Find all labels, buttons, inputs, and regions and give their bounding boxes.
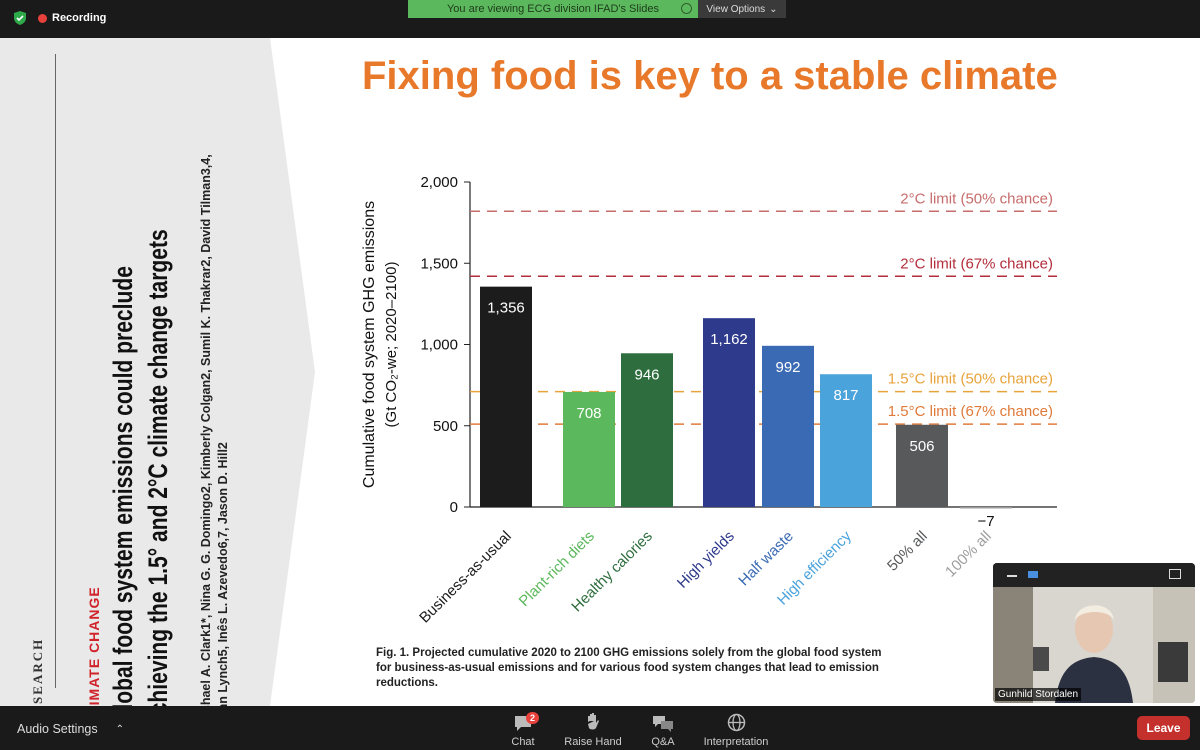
bar-5 [820,374,872,507]
audio-settings-button[interactable]: Audio Settings ⌃ [17,722,124,736]
audio-settings-label: Audio Settings [17,722,98,736]
chat-badge: 2 [526,712,540,724]
y-tick-label: 0 [450,499,458,516]
shared-slide: RESEARCH CLIMATE CHANGE Global food syst… [0,38,1200,706]
bar-2 [621,353,673,507]
bar-value-label: −7 [977,513,994,530]
emissions-bar-chart: 0 500 1,000 1,500 2,000 Cumulative food syste… [361,174,1057,627]
paper-authors-line2: John Lynch5, Inês L. Azevedo6,7, Jason D… [216,442,230,706]
slide-title: Fixing food is key to a stable climate [362,54,1058,98]
figure-caption: Fig. 1. Projected cumulative 2020 to 210… [376,647,882,689]
qa-icon [653,716,673,732]
video-frame [993,587,1195,703]
bar-value-label: 817 [833,387,858,404]
interpretation-button[interactable]: Interpretation [700,710,772,748]
expand-icon[interactable] [1169,569,1181,579]
paper-divider [55,54,56,688]
bar-value-label: 992 [775,359,800,376]
bar-value-label: 1,162 [710,331,748,348]
paper-title-line1: Global food system emissions could precl… [108,266,138,706]
paper-section: RESEARCH [30,637,45,706]
bar-1 [563,391,615,507]
leave-button[interactable]: Leave [1137,716,1190,740]
bar-7 [960,507,1012,509]
banner-status-icon [681,3,692,14]
slide-arrow-shape [265,38,315,706]
view-options-button[interactable]: View Options ⌄ [698,0,786,18]
viewing-banner-text: You are viewing ECG division IFAD's Slid… [446,3,659,15]
chevron-down-icon: ⌄ [769,3,778,15]
viewing-banner: You are viewing ECG division IFAD's Slid… [408,0,698,18]
y-axis-label-units: (Gt CO₂-we; 2020–2100) [383,262,400,428]
y-tick-label: 500 [433,418,458,435]
top-bar: Recording You are viewing ECG division I… [0,0,1200,38]
limit-label: 2°C limit (50% chance) [900,190,1053,207]
paper-title-line2: achieving the 1.5° and 2°C climate chang… [143,229,173,706]
recording-label: Recording [52,12,107,24]
bar-3 [703,318,755,507]
qa-label: Q&A [651,736,675,748]
category-label: 100% all [942,528,995,581]
bar-value-label: 946 [634,366,659,383]
category-label: Half waste [735,528,797,590]
y-axis-label: Cumulative food system GHG emissions [361,201,378,488]
bar-4 [762,345,814,507]
y-tick-label: 1,500 [420,255,458,272]
paper-authors-line1: Michael A. Clark1*, Nina G. G. Domingo2,… [199,154,213,706]
raise-hand-button[interactable]: Raise Hand [562,710,624,748]
bar-6 [896,424,948,507]
bar-value-label: 708 [576,405,601,422]
limit-label: 1.5°C limit (67% chance) [888,403,1053,420]
bar-value-label: 1,356 [487,300,525,317]
category-label: Business-as-usual [416,528,515,627]
globe-icon [727,713,745,732]
participant-name: Gunhild Stordalen [995,688,1082,701]
raise-hand-icon [588,713,599,730]
bar-0 [480,286,532,507]
minimize-icon[interactable] [1007,575,1017,577]
y-tick-label: 1,000 [420,337,458,354]
qa-button[interactable]: Q&A [646,710,680,748]
view-mode-icon[interactable] [1028,571,1038,578]
view-options-label: View Options [706,3,766,15]
limit-label: 2°C limit (67% chance) [900,255,1053,272]
chat-button[interactable]: 2 Chat [506,710,540,748]
y-tick-label: 2,000 [420,174,458,191]
category-label: 50% all [884,528,931,575]
paper-category: CLIMATE CHANGE [86,586,102,706]
category-label: High yields [674,528,738,592]
meeting-controls-bar: Audio Settings ⌃ 2 Chat Raise Hand Q&A [0,706,1200,750]
participant-video[interactable]: Gunhild Stordalen [993,563,1195,703]
record-dot-icon [38,13,47,23]
video-controls [993,563,1195,587]
paper-excerpt: RESEARCH CLIMATE CHANGE Global food syst… [0,38,265,706]
chevron-up-icon: ⌃ [115,723,124,735]
limit-label: 1.5°C limit (50% chance) [888,371,1053,388]
bar-value-label: 506 [909,438,934,455]
recording-indicator[interactable]: Recording [38,10,106,26]
interpretation-label: Interpretation [703,736,769,748]
chat-label: Chat [511,736,535,748]
security-shield-icon[interactable] [12,10,28,26]
raise-hand-label: Raise Hand [564,736,622,748]
